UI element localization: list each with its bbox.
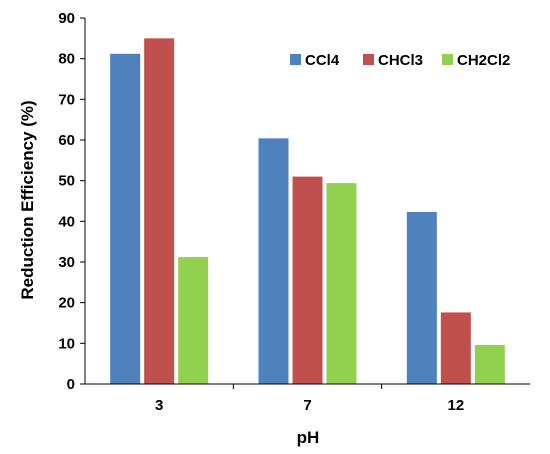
- bar-ccl4-12: [406, 211, 437, 384]
- bars-group: [110, 38, 505, 384]
- bar-ccl4-7: [258, 138, 289, 384]
- bar-ccl4-3: [110, 53, 141, 384]
- y-tick-label: 0: [67, 376, 75, 393]
- bar-ch2cl2-7: [326, 183, 357, 384]
- y-tick-label: 30: [58, 254, 75, 271]
- legend-swatch-ch2cl2: [442, 54, 453, 65]
- legend-swatch-ccl4: [290, 54, 301, 65]
- y-tick-label: 90: [58, 10, 75, 27]
- x-tick-label: 7: [303, 397, 311, 414]
- x-tick-label: 12: [447, 397, 464, 414]
- x-axis-title: pH: [297, 428, 320, 447]
- legend: CCl4 CHCl3 CH2Cl2: [290, 52, 510, 69]
- y-axis-title: Reduction Efficiency (%): [18, 100, 37, 299]
- bar-chcl3-12: [440, 312, 471, 384]
- y-tick-label: 60: [58, 132, 75, 149]
- y-axis-ticks: 0 10 20 30 40 50 60 70 80 90: [58, 10, 85, 393]
- bar-ch2cl2-12: [474, 344, 505, 384]
- y-tick-label: 10: [58, 335, 75, 352]
- legend-label-chcl3: CHCl3: [378, 52, 423, 69]
- y-tick-label: 40: [58, 213, 75, 230]
- y-tick-label: 50: [58, 173, 75, 190]
- x-tick-label: 3: [155, 397, 163, 414]
- bar-chcl3-3: [144, 38, 175, 384]
- legend-swatch-chcl3: [363, 54, 374, 65]
- x-axis-ticks: 3 7 12: [155, 384, 464, 414]
- bar-chcl3-7: [292, 176, 323, 384]
- y-tick-label: 70: [58, 91, 75, 108]
- y-tick-label: 80: [58, 51, 75, 68]
- bar-ch2cl2-3: [178, 257, 209, 384]
- legend-label-ch2cl2: CH2Cl2: [457, 52, 510, 69]
- y-tick-label: 20: [58, 295, 75, 312]
- legend-label-ccl4: CCl4: [305, 52, 340, 69]
